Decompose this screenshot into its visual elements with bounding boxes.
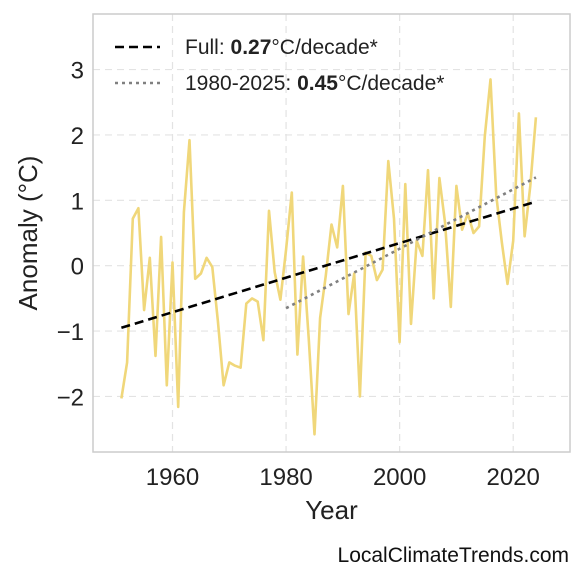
y-ticks: −2 −1 0 1 2 3: [57, 58, 84, 412]
y-axis-label: Anomaly (°C): [13, 156, 43, 311]
x-ticks: 1960 1980 2000 2020: [146, 464, 540, 491]
legend: Full: 0.27°C/decade* 1980-2025: 0.45°C/d…: [115, 36, 444, 95]
y-tick-label: 0: [71, 254, 84, 281]
plot-frame: [92, 13, 571, 453]
x-axis-label: Year: [305, 495, 358, 525]
trend-layer: [121, 176, 537, 330]
legend-recent-suffix: °C/decade*: [338, 72, 444, 95]
anomaly-series-line: [120, 78, 538, 436]
legend-full-prefix: Full:: [185, 36, 231, 59]
legend-entry-recent: 1980-2025: 0.45°C/decade*: [185, 72, 444, 95]
x-tick-label: 2000: [373, 464, 426, 491]
trend-line-recent: [285, 176, 537, 310]
y-tick-label: 3: [71, 58, 84, 85]
legend-full-suffix: °C/decade*: [271, 36, 377, 59]
y-tick-label: 1: [71, 188, 84, 215]
legend-recent-value: 0.45: [297, 72, 338, 95]
x-tick-label: 2020: [487, 464, 540, 491]
legend-full-value: 0.27: [231, 36, 272, 59]
y-tick-label: −2: [57, 384, 84, 411]
x-tick-label: 1960: [146, 464, 199, 491]
trend-line-full: [121, 200, 537, 330]
legend-recent-prefix: 1980-2025:: [185, 72, 297, 95]
x-tick-label: 1980: [259, 464, 312, 491]
y-tick-label: −1: [57, 319, 84, 346]
legend-entry-full: Full: 0.27°C/decade*: [185, 36, 378, 59]
y-tick-label: 2: [71, 123, 84, 150]
series-layer: [120, 78, 538, 436]
site-credit: LocalClimateTrends.com: [337, 544, 569, 567]
